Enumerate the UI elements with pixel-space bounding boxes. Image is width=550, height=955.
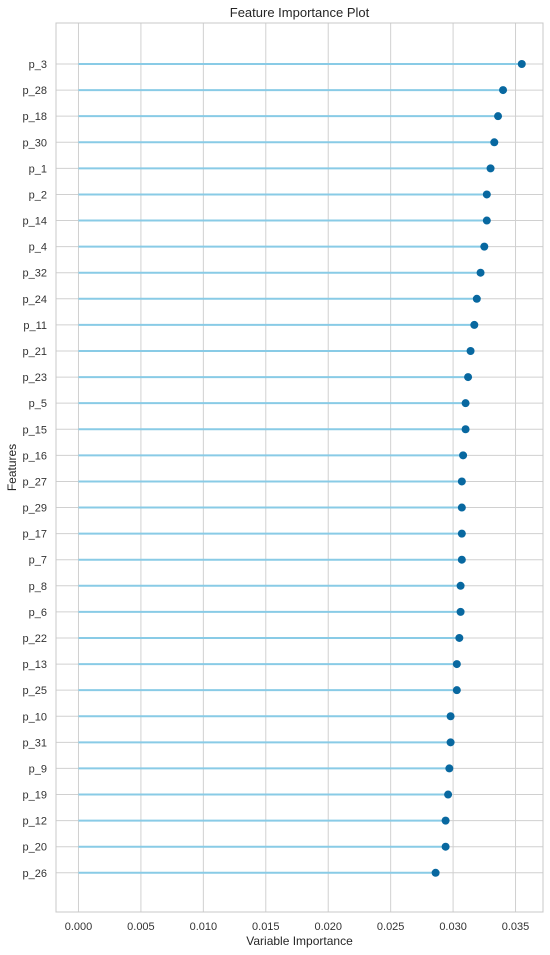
marker-p_3 xyxy=(517,60,526,68)
x-tick-label: 0.025 xyxy=(377,921,405,933)
x-tick-labels: 0.000 0.005 0.010 0.015 0.020 0.025 0.030 0.035 xyxy=(65,921,530,933)
chart-title: Feature Importance Plot xyxy=(230,5,370,20)
y-tick-label: p_1 xyxy=(29,163,47,175)
y-tick-label: p_24 xyxy=(23,294,47,306)
marker-layer xyxy=(431,60,526,877)
x-tick-label: 0.035 xyxy=(502,921,530,933)
marker-p_8 xyxy=(456,581,465,590)
marker-p_9 xyxy=(445,764,454,773)
marker-p_27 xyxy=(457,477,466,486)
y-tick-label: p_25 xyxy=(23,685,47,697)
x-axis-title: Variable Importance xyxy=(246,934,353,948)
marker-p_6 xyxy=(456,607,465,616)
marker-p_26 xyxy=(431,868,440,877)
x-tick-label: 0.005 xyxy=(127,921,155,933)
marker-p_21 xyxy=(466,346,475,355)
y-tick-label: p_11 xyxy=(23,320,47,332)
marker-p_22 xyxy=(455,633,464,642)
marker-p_30 xyxy=(490,138,499,147)
y-tick-label: p_27 xyxy=(23,476,47,488)
marker-p_25 xyxy=(452,686,461,695)
y-tick-label: p_28 xyxy=(23,85,47,97)
marker-p_20 xyxy=(441,842,450,851)
y-tick-label: p_31 xyxy=(23,737,47,749)
y-tick-label: p_8 xyxy=(29,581,47,593)
y-tick-label: p_22 xyxy=(23,633,47,645)
y-tick-label: p_15 xyxy=(23,424,47,436)
y-axis-title: Features xyxy=(5,444,19,491)
y-tick-label: p_29 xyxy=(23,503,47,515)
marker-p_24 xyxy=(472,294,481,303)
y-tick-label: p_23 xyxy=(23,372,47,384)
x-tick-label: 0.000 xyxy=(65,921,93,933)
y-tick-label: p_9 xyxy=(29,763,47,775)
grid-layer xyxy=(56,23,543,912)
y-tick-label: p_19 xyxy=(23,790,47,802)
marker-p_18 xyxy=(494,112,503,121)
y-tick-label: p_18 xyxy=(23,111,47,123)
marker-p_1 xyxy=(486,164,495,173)
marker-p_29 xyxy=(457,503,466,512)
y-tick-label: p_13 xyxy=(23,659,47,671)
y-tick-label: p_20 xyxy=(23,842,47,854)
y-tick-label: p_12 xyxy=(23,816,47,828)
y-tick-label: p_2 xyxy=(29,189,47,201)
y-tick-label: p_7 xyxy=(29,555,47,567)
y-tick-label: p_4 xyxy=(29,242,47,254)
y-tick-label: p_3 xyxy=(29,59,47,71)
stem-layer xyxy=(78,63,522,874)
y-tick-label: p_6 xyxy=(29,607,47,619)
y-tick-label: p_14 xyxy=(23,216,47,228)
x-tick-label: 0.020 xyxy=(314,921,342,933)
marker-p_2 xyxy=(482,190,491,199)
x-tick-label: 0.015 xyxy=(252,921,280,933)
marker-p_19 xyxy=(444,790,453,799)
y-tick-label: p_10 xyxy=(23,711,47,723)
y-tick-label: p_32 xyxy=(23,268,47,280)
marker-p_31 xyxy=(446,738,455,747)
marker-p_23 xyxy=(464,373,473,382)
marker-p_7 xyxy=(457,555,466,564)
y-tick-label: p_21 xyxy=(23,346,47,358)
y-tick-label: p_5 xyxy=(29,398,47,410)
marker-p_14 xyxy=(482,216,491,225)
marker-p_12 xyxy=(441,816,450,825)
y-tick-label: p_26 xyxy=(23,868,47,880)
marker-p_13 xyxy=(452,660,461,669)
marker-p_32 xyxy=(476,268,485,277)
x-tick-label: 0.030 xyxy=(439,921,467,933)
marker-p_10 xyxy=(446,712,455,721)
y-tick-labels: p_3 p_28 p_18 p_30 p_1 p_2 p_14 p_4 p_32 p_24 p_11… xyxy=(23,59,47,880)
marker-p_17 xyxy=(457,529,466,538)
x-tick-label: 0.010 xyxy=(190,921,218,933)
marker-p_5 xyxy=(461,399,470,408)
marker-p_16 xyxy=(459,451,468,460)
y-tick-label: p_30 xyxy=(23,137,47,149)
plot-frame xyxy=(55,22,544,913)
y-tick-label: p_17 xyxy=(23,529,47,541)
marker-p_15 xyxy=(461,425,470,434)
marker-p_4 xyxy=(480,242,489,251)
marker-p_28 xyxy=(499,86,508,95)
marker-p_11 xyxy=(470,320,479,329)
y-tick-label: p_16 xyxy=(23,450,47,462)
